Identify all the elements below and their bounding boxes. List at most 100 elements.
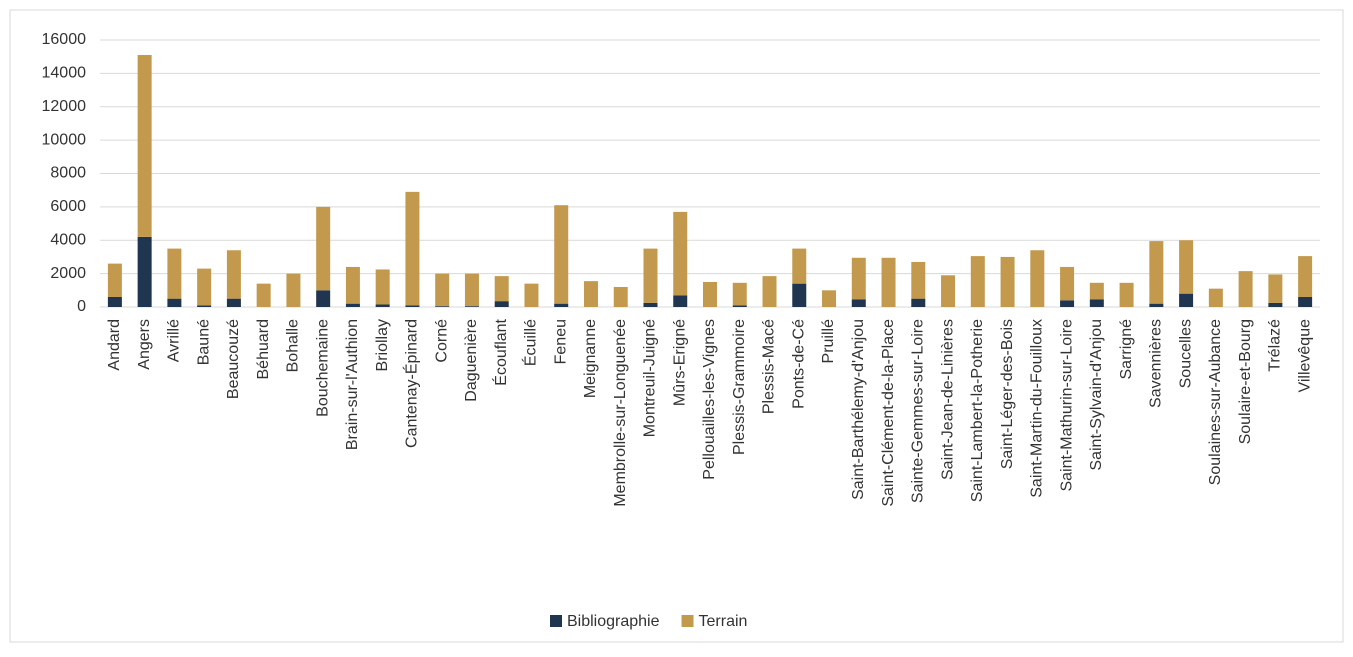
x-tick-label: Angers [136, 319, 153, 370]
x-tick-label: Bauné [195, 319, 212, 365]
legend-swatch [550, 615, 562, 627]
bar-segment [316, 206, 331, 291]
bar-segment [167, 298, 182, 307]
x-tick-label: Villevêque [1296, 319, 1313, 393]
y-tick-label: 12000 [42, 98, 87, 115]
x-tick-label: Briollay [374, 319, 391, 371]
x-tick-label: Bouchemaine [314, 319, 331, 417]
bar-segment [1119, 282, 1134, 307]
x-tick-label: Corné [433, 319, 450, 363]
bar-segment [107, 263, 122, 297]
bar-segment [1298, 296, 1313, 307]
bar-segment [1060, 266, 1075, 301]
x-tick-label: Savennières [1148, 319, 1165, 408]
bar-segment [732, 305, 747, 307]
bar-segment [226, 298, 241, 307]
x-tick-label: Saint-Mathurin-sur-Loire [1058, 319, 1075, 492]
bar-segment [435, 306, 450, 307]
bar-segment [375, 269, 390, 305]
x-tick-label: Écouflant [491, 318, 510, 385]
x-tick-label: Membrolle-sur-Longuenée [612, 319, 629, 507]
bar-segment [554, 205, 569, 304]
bar-segment [1238, 271, 1253, 307]
x-tick-label: Saint-Clément-de-la-Place [880, 319, 897, 507]
bar-segment [911, 261, 926, 299]
bar-segment [464, 273, 479, 307]
x-tick-label: Saint-Barthélemy-d'Anjou [850, 319, 867, 500]
bar-segment [137, 55, 152, 237]
bar-segment [464, 306, 479, 307]
x-tick-label: Andard [106, 319, 123, 371]
bar-segment [822, 290, 837, 307]
bar-segment [107, 296, 122, 307]
x-tick-label: Meignanne [582, 319, 599, 398]
x-tick-label: Cantenay-Épinard [402, 319, 421, 448]
x-tick-label: Montreuil-Juigné [642, 319, 659, 437]
bar-segment [1268, 274, 1283, 303]
bar-segment [1179, 240, 1194, 294]
bar-segment [673, 295, 688, 307]
bar-segment [1149, 303, 1164, 307]
y-tick-label: 6000 [50, 198, 86, 215]
bar-segment [345, 303, 360, 307]
legend-label: Terrain [699, 613, 748, 630]
bar-segment [851, 299, 866, 307]
y-tick-label: 4000 [50, 231, 86, 248]
bar-segment [1089, 299, 1104, 307]
chart-border [9, 9, 1344, 643]
bar-segment [762, 276, 777, 307]
bar-segment [1298, 256, 1313, 297]
x-tick-label: Ponts-de-Cé [790, 319, 807, 409]
bar-segment [792, 283, 807, 307]
bar-segment [1179, 293, 1194, 307]
x-tick-label: Saint-Martin-du-Fouilloux [1029, 319, 1046, 498]
x-tick-label: Sainte-Gemmes-sur-Loire [910, 319, 927, 503]
x-tick-label: Saint-Lambert-la-Potherie [969, 319, 986, 502]
bar-segment [375, 304, 390, 307]
bar-segment [345, 266, 360, 304]
y-tick-label: 16000 [42, 31, 87, 48]
bar-segment [435, 273, 450, 307]
y-tick-label: 10000 [42, 131, 87, 148]
x-tick-label: Beaucouzé [225, 319, 242, 399]
y-tick-label: 0 [77, 298, 86, 315]
y-tick-label: 14000 [42, 65, 87, 82]
bar-segment [703, 281, 717, 307]
bar-segment [524, 283, 539, 307]
bar-segment [405, 191, 420, 306]
bar-segment [286, 273, 301, 307]
bar-segment [792, 248, 807, 284]
bar-segment [494, 276, 509, 302]
bar-segment [1030, 250, 1045, 307]
bar-segment [851, 257, 866, 300]
x-tick-label: Saint-Sylvain-d'Anjou [1088, 319, 1105, 471]
bar-segment [643, 302, 658, 307]
x-tick-label: Saint-Jean-de-Linières [939, 319, 956, 480]
x-tick-label: Feneu [552, 319, 569, 364]
y-tick-label: 2000 [50, 265, 86, 282]
x-tick-label: Brain-sur-l'Authion [344, 319, 361, 450]
bar-segment [643, 248, 658, 303]
x-tick-label: Plessis-Macé [761, 319, 778, 414]
legend-label: Bibliographie [567, 613, 660, 630]
x-tick-label: Soucelles [1177, 319, 1194, 388]
bar-segment [1060, 300, 1075, 307]
bar-segment [554, 303, 569, 307]
bar-segment [197, 305, 212, 307]
bar-segment [494, 301, 509, 307]
x-tick-label: Béhuard [255, 319, 272, 380]
bar-segment [256, 283, 271, 307]
x-tick-label: Avrillé [166, 319, 183, 362]
x-tick-label: Bohalle [285, 319, 302, 372]
bar-segment [941, 275, 956, 307]
bar-segment [137, 236, 152, 307]
x-tick-label: Trélazé [1267, 319, 1284, 372]
x-tick-label: Daguenière [463, 319, 480, 402]
x-tick-label: Pruillé [820, 319, 837, 364]
bar-segment [583, 281, 598, 307]
bar-segment [167, 248, 182, 299]
x-tick-label: Mûrs-Erigné [671, 319, 688, 406]
y-tick-label: 8000 [50, 165, 86, 182]
bar-segment [911, 298, 926, 307]
bar-segment [316, 290, 331, 307]
